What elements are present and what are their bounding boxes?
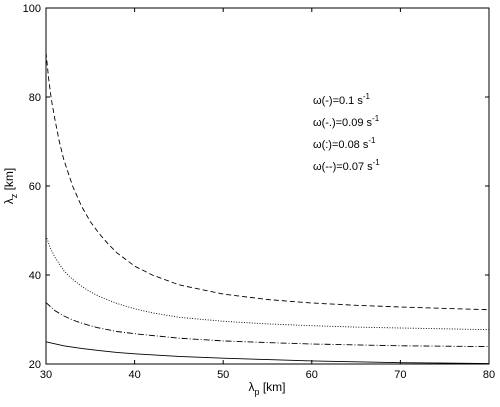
series-group	[45, 52, 490, 365]
plot-frame	[45, 7, 490, 365]
series-line-dotted	[45, 235, 490, 331]
x-tick-label: 60	[306, 369, 318, 381]
legend-entry: ω(-.)=0.09 s-1	[313, 114, 380, 129]
series-line-dashdot	[45, 302, 490, 348]
y-tick-label: 20	[29, 359, 41, 371]
x-tick-label: 30	[40, 369, 52, 381]
series-line-dashed	[45, 52, 490, 311]
y-tick-label: 40	[29, 270, 41, 282]
x-axis-title: λp [km]	[248, 380, 285, 397]
legend-entry: ω(--)=0.07 s-1	[313, 158, 380, 173]
x-tick-label: 50	[217, 369, 229, 381]
x-tick-label: 40	[128, 369, 140, 381]
y-axis-title: λz [km]	[2, 168, 19, 205]
x-tick-label: 80	[483, 369, 495, 381]
legend: ω(-)=0.1 s-1 ω(-.)=0.09 s-1 ω(:)=0.08 s-1 ω…	[313, 92, 380, 173]
y-tick-label: 80	[29, 92, 41, 104]
legend-entry: ω(-)=0.1 s-1	[313, 92, 371, 107]
x-tick-label: 70	[394, 369, 406, 381]
y-tick-label: 100	[23, 3, 41, 15]
legend-entry: ω(:)=0.08 s-1	[313, 136, 376, 151]
axis-ticks: 30 40 50 60 70 80 20 40 60 80 100	[23, 3, 495, 381]
series-line-solid	[45, 341, 490, 365]
y-tick-label: 60	[29, 181, 41, 193]
